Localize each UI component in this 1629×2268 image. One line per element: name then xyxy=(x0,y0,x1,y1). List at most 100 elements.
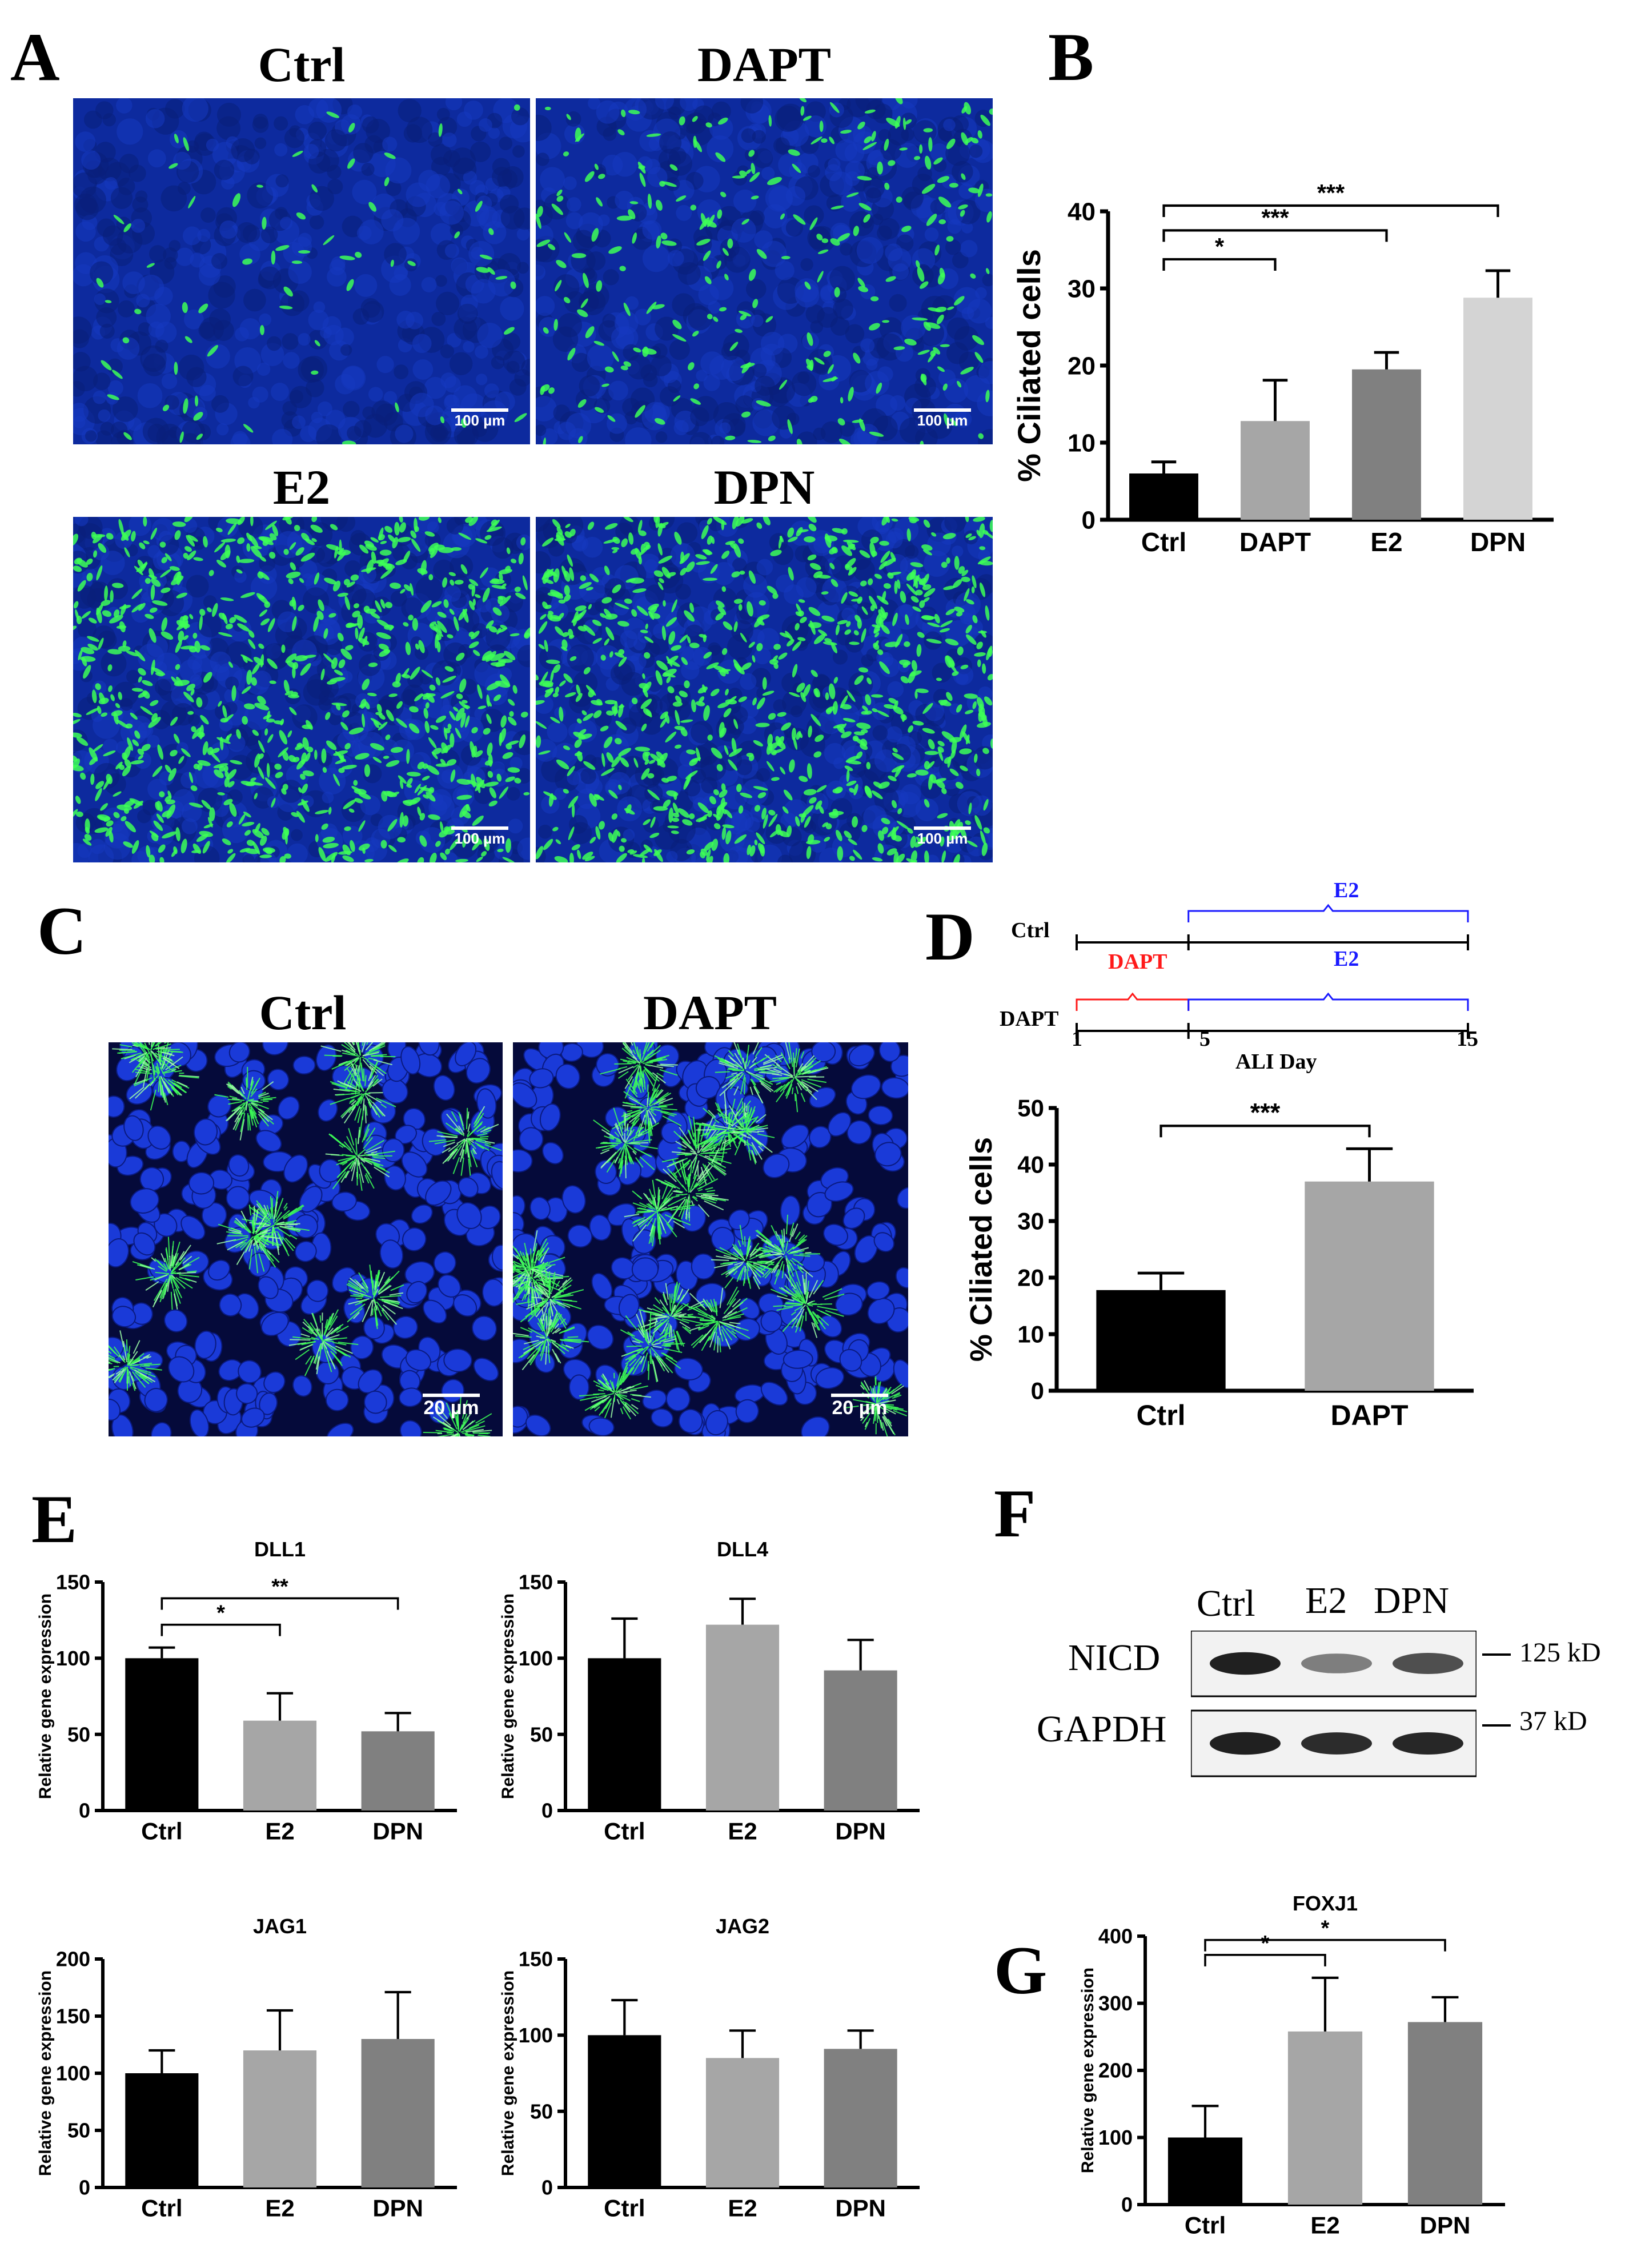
panel-a-letter: A xyxy=(10,19,60,95)
y-tick-label: 50 xyxy=(530,1723,553,1746)
timeline-segment-bracket xyxy=(1076,992,1190,1011)
bar xyxy=(1096,1290,1226,1391)
significance-bracket xyxy=(161,1597,399,1610)
scale-bar-a-dapt: 100 µm xyxy=(914,408,971,429)
blot-band xyxy=(1210,1652,1281,1675)
blot-row-label-gapdh: GAPDH xyxy=(1037,1708,1167,1750)
blot-band xyxy=(1393,1732,1463,1755)
x-category-label: DPN xyxy=(835,1817,886,1844)
y-tick-label: 50 xyxy=(530,2100,553,2123)
blot-size-gapdh: 37 kD xyxy=(1519,1706,1587,1736)
blot-lane-label-dpn: DPN xyxy=(1374,1580,1450,1621)
timeline-xlabel: ALI Day xyxy=(1235,1050,1317,1074)
chart-d: 0 10 20 30 40 50 Ctrl DAPT % Ciliated cells *** xyxy=(964,1091,1542,1445)
bar xyxy=(1305,1181,1434,1391)
x-category-label: Ctrl xyxy=(141,1817,182,1844)
significance-bracket xyxy=(1204,1954,1326,1966)
y-tick-label: 150 xyxy=(519,1948,553,1971)
timeline-segment-label-ctrl-e2: E2 xyxy=(1334,878,1359,902)
bar xyxy=(1352,369,1421,520)
panel-a-image-ctrl xyxy=(73,98,530,444)
bar xyxy=(588,2035,661,2187)
y-tick-label: 50 xyxy=(67,1723,90,1746)
panel-c-title-ctrl: Ctrl xyxy=(259,985,347,1040)
blot-band xyxy=(1210,1732,1281,1755)
panel-a-image-dpn xyxy=(536,517,993,862)
chart-e-jag2: 0 50 100 150 Ctrl E2 DPN Relative gene expressi… xyxy=(497,1908,965,2227)
panel-b-letter: B xyxy=(1048,19,1094,95)
y-tick-label: 150 xyxy=(519,1571,553,1594)
y-tick-label: 20 xyxy=(1017,1265,1044,1291)
chart-title: DLL4 xyxy=(717,1538,768,1561)
timeline-row-label-ctrl: Ctrl xyxy=(1011,918,1050,942)
x-category-label: E2 xyxy=(1310,2211,1339,2238)
y-tick-label: 100 xyxy=(519,2024,553,2047)
western-blot xyxy=(1190,1629,1478,1802)
bar xyxy=(588,1658,661,1811)
scale-bar-c-ctrl: 20 µm xyxy=(423,1394,480,1419)
blot-band xyxy=(1393,1653,1463,1674)
chart-title: FOXJ1 xyxy=(1293,1892,1358,1915)
y-tick-label: 0 xyxy=(541,1799,553,1823)
bar xyxy=(1287,2031,1363,2205)
timeline-tick-1: 1 xyxy=(1072,1027,1082,1051)
significance-label: ** xyxy=(271,1575,288,1599)
panel-a-image-dapt xyxy=(536,98,993,444)
panel-f-letter: F xyxy=(994,1475,1036,1551)
micrograph-confocal xyxy=(513,1042,908,1436)
blot-size-nicd: 125 kD xyxy=(1519,1637,1601,1668)
x-category-label: Ctrl xyxy=(1141,527,1186,557)
y-tick-label: 10 xyxy=(1068,429,1096,457)
y-tick-label: 40 xyxy=(1017,1151,1044,1178)
y-tick-label: 50 xyxy=(67,2119,90,2142)
y-tick-label: 0 xyxy=(79,1799,90,1823)
timeline-tick-15: 15 xyxy=(1457,1027,1478,1051)
bar xyxy=(1241,421,1310,520)
timeline-segment-bracket xyxy=(1187,992,1469,1011)
y-tick-label: 40 xyxy=(1068,198,1096,226)
timeline-segment-bracket xyxy=(1187,904,1469,922)
y-tick-label: 200 xyxy=(56,1948,90,1971)
blot-lane-label-e2: E2 xyxy=(1305,1580,1347,1621)
blot-lane-label-ctrl: Ctrl xyxy=(1197,1583,1255,1624)
scale-bar-c-dapt: 20 µm xyxy=(831,1394,888,1419)
bar xyxy=(824,2049,897,2187)
bar xyxy=(705,2058,780,2187)
x-category-label: Ctrl xyxy=(604,1817,645,1844)
y-tick-label: 0 xyxy=(79,2176,90,2199)
chart-e-dll1: 0 50 100 150 Ctrl E2 DPN Relative gene expressi… xyxy=(34,1531,503,1850)
y-tick-label: 0 xyxy=(1031,1378,1044,1404)
y-axis-label: Relative gene expression xyxy=(1078,1968,1097,2173)
bar xyxy=(1463,298,1532,520)
treatment-timeline: Ctrl DAPT E2 DAPT E2 1 5 15 ALI Day xyxy=(971,880,1599,1097)
significance-bracket xyxy=(1162,229,1388,242)
blot-row-label-nicd: NICD xyxy=(1068,1637,1161,1679)
y-tick-label: 100 xyxy=(56,1647,90,1670)
x-category-label: Ctrl xyxy=(1185,2211,1226,2238)
x-category-label: E2 xyxy=(265,1817,294,1844)
significance-label: * xyxy=(1321,1917,1330,1941)
bar xyxy=(243,1720,317,1811)
bar xyxy=(243,2050,317,2187)
x-category-label: DAPT xyxy=(1239,527,1311,557)
y-tick-label: 0 xyxy=(1082,506,1096,534)
panel-a-title-e2: E2 xyxy=(272,460,331,515)
bar xyxy=(1167,2137,1243,2205)
significance-label: * xyxy=(216,1601,225,1625)
x-category-label: E2 xyxy=(728,1817,757,1844)
micrograph-confocal xyxy=(109,1042,503,1436)
x-category-label: DPN xyxy=(372,2194,423,2221)
micrograph-fluorescence xyxy=(73,517,530,862)
bar xyxy=(361,2039,435,2187)
y-tick-label: 0 xyxy=(541,2176,553,2199)
panel-c-image-ctrl xyxy=(109,1042,503,1436)
x-category-label: DPN xyxy=(372,1817,423,1844)
panel-c-title-dapt: DAPT xyxy=(643,985,777,1040)
timeline-tick-5: 5 xyxy=(1199,1027,1210,1051)
bar xyxy=(705,1624,780,1811)
significance-label: * xyxy=(1261,1932,1270,1956)
x-category-label: Ctrl xyxy=(1136,1399,1185,1431)
panel-d-letter: D xyxy=(925,898,975,974)
y-tick-label: 300 xyxy=(1098,1992,1133,2015)
micrograph-fluorescence xyxy=(73,98,530,444)
